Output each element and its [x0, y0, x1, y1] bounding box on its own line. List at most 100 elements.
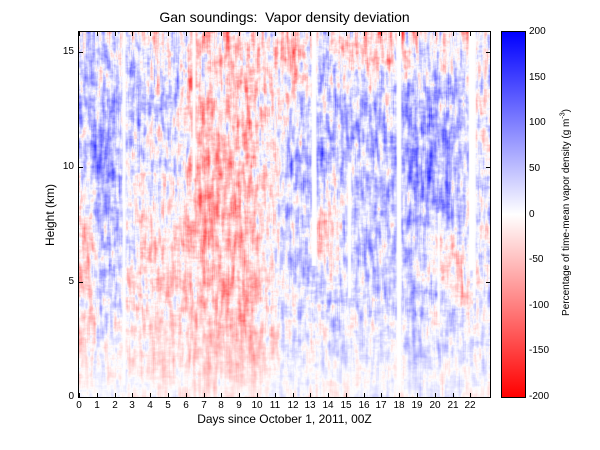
- x-tick: [470, 393, 471, 397]
- y-tick: [79, 52, 83, 53]
- x-tick: [435, 393, 436, 397]
- x-tick-top: [381, 32, 382, 36]
- y-axis-label: Height (km): [43, 184, 57, 247]
- x-tick-top: [79, 32, 80, 36]
- x-tick-top: [239, 32, 240, 36]
- x-tick-label: 13: [304, 400, 316, 411]
- y-tick-right: [486, 282, 490, 283]
- x-axis-label: Days since October 1, 2011, 00Z: [197, 412, 372, 426]
- x-tick-label: 10: [251, 400, 263, 411]
- x-tick: [381, 393, 382, 397]
- x-tick-label: 12: [287, 400, 299, 411]
- x-tick: [417, 393, 418, 397]
- x-tick: [186, 393, 187, 397]
- x-tick-top: [399, 32, 400, 36]
- x-tick: [79, 393, 80, 397]
- x-tick-label: 6: [183, 400, 189, 411]
- y-tick-label: 10: [62, 161, 74, 172]
- colorbar-tick-label: -150: [529, 345, 550, 356]
- x-tick-label: 17: [375, 400, 387, 411]
- x-tick-top: [346, 32, 347, 36]
- y-tick: [79, 282, 83, 283]
- x-tick-label: 22: [464, 400, 476, 411]
- x-tick-label: 14: [322, 400, 334, 411]
- x-tick-top: [364, 32, 365, 36]
- x-tick-top: [453, 32, 454, 36]
- x-tick-label: 0: [76, 400, 82, 411]
- y-tick-right: [486, 52, 490, 53]
- plot-frame: [78, 31, 491, 398]
- y-tick-right: [486, 167, 490, 168]
- x-tick-top: [221, 32, 222, 36]
- x-tick: [168, 393, 169, 397]
- colorbar-tick-label: 200: [529, 26, 546, 37]
- x-tick-top: [150, 32, 151, 36]
- colorbar-label-superscript: -3: [559, 112, 567, 119]
- x-tick-label: 20: [429, 400, 441, 411]
- colorbar-tick-label: -100: [529, 300, 550, 311]
- x-tick-label: 3: [129, 400, 135, 411]
- x-tick: [453, 393, 454, 397]
- x-tick-top: [204, 32, 205, 36]
- x-tick: [399, 393, 400, 397]
- x-tick-top: [435, 32, 436, 36]
- y-tick: [79, 167, 83, 168]
- colorbar-label-end: ): [560, 109, 572, 113]
- x-tick-label: 7: [201, 400, 207, 411]
- x-tick-label: 15: [340, 400, 352, 411]
- colorbar-tick-label: -50: [529, 254, 544, 265]
- x-tick-label: 9: [236, 400, 242, 411]
- colorbar-tick-label: -200: [529, 391, 550, 402]
- colorbar-label: Percentage of time-mean vapor density (g…: [560, 88, 573, 338]
- colorbar-tick-label: 100: [529, 117, 546, 128]
- x-tick: [150, 393, 151, 397]
- x-tick-top: [168, 32, 169, 36]
- x-tick-label: 4: [147, 400, 153, 411]
- colorbar-tick-label: 150: [529, 72, 546, 83]
- x-tick-top: [97, 32, 98, 36]
- y-tick: [79, 397, 83, 398]
- chart-title: Gan soundings: Vapor density deviation: [159, 9, 410, 25]
- x-tick: [204, 393, 205, 397]
- x-tick: [364, 393, 365, 397]
- x-tick-top: [186, 32, 187, 36]
- x-tick-top: [275, 32, 276, 36]
- y-tick-label: 5: [68, 276, 74, 287]
- x-tick: [257, 393, 258, 397]
- x-tick-label: 11: [269, 400, 281, 411]
- x-tick-label: 8: [218, 400, 224, 411]
- x-tick: [132, 393, 133, 397]
- x-tick-label: 1: [94, 400, 100, 411]
- x-tick-label: 19: [411, 400, 423, 411]
- colorbar-label-main: Percentage of time-mean vapor density (g…: [560, 118, 572, 316]
- x-tick-top: [132, 32, 133, 36]
- x-tick-top: [470, 32, 471, 36]
- x-tick: [328, 393, 329, 397]
- x-tick-label: 21: [447, 400, 459, 411]
- x-tick-label: 16: [358, 400, 370, 411]
- x-tick-top: [417, 32, 418, 36]
- x-tick: [346, 393, 347, 397]
- x-tick: [293, 393, 294, 397]
- x-tick: [115, 393, 116, 397]
- x-tick-top: [257, 32, 258, 36]
- x-tick-top: [328, 32, 329, 36]
- colorbar-gradient: [502, 32, 525, 397]
- heatmap-canvas: [79, 32, 490, 397]
- colorbar-tick-label: 50: [529, 163, 541, 174]
- y-tick-label: 15: [62, 46, 74, 57]
- y-tick-right: [486, 397, 490, 398]
- x-tick-top: [115, 32, 116, 36]
- x-tick: [310, 393, 311, 397]
- y-tick-label: 0: [68, 391, 74, 402]
- x-tick-label: 5: [165, 400, 171, 411]
- x-tick: [239, 393, 240, 397]
- x-tick-top: [293, 32, 294, 36]
- x-tick-top: [310, 32, 311, 36]
- x-tick: [97, 393, 98, 397]
- x-tick-label: 18: [393, 400, 405, 411]
- x-tick: [275, 393, 276, 397]
- x-tick: [221, 393, 222, 397]
- colorbar-tick-label: 0: [529, 209, 535, 220]
